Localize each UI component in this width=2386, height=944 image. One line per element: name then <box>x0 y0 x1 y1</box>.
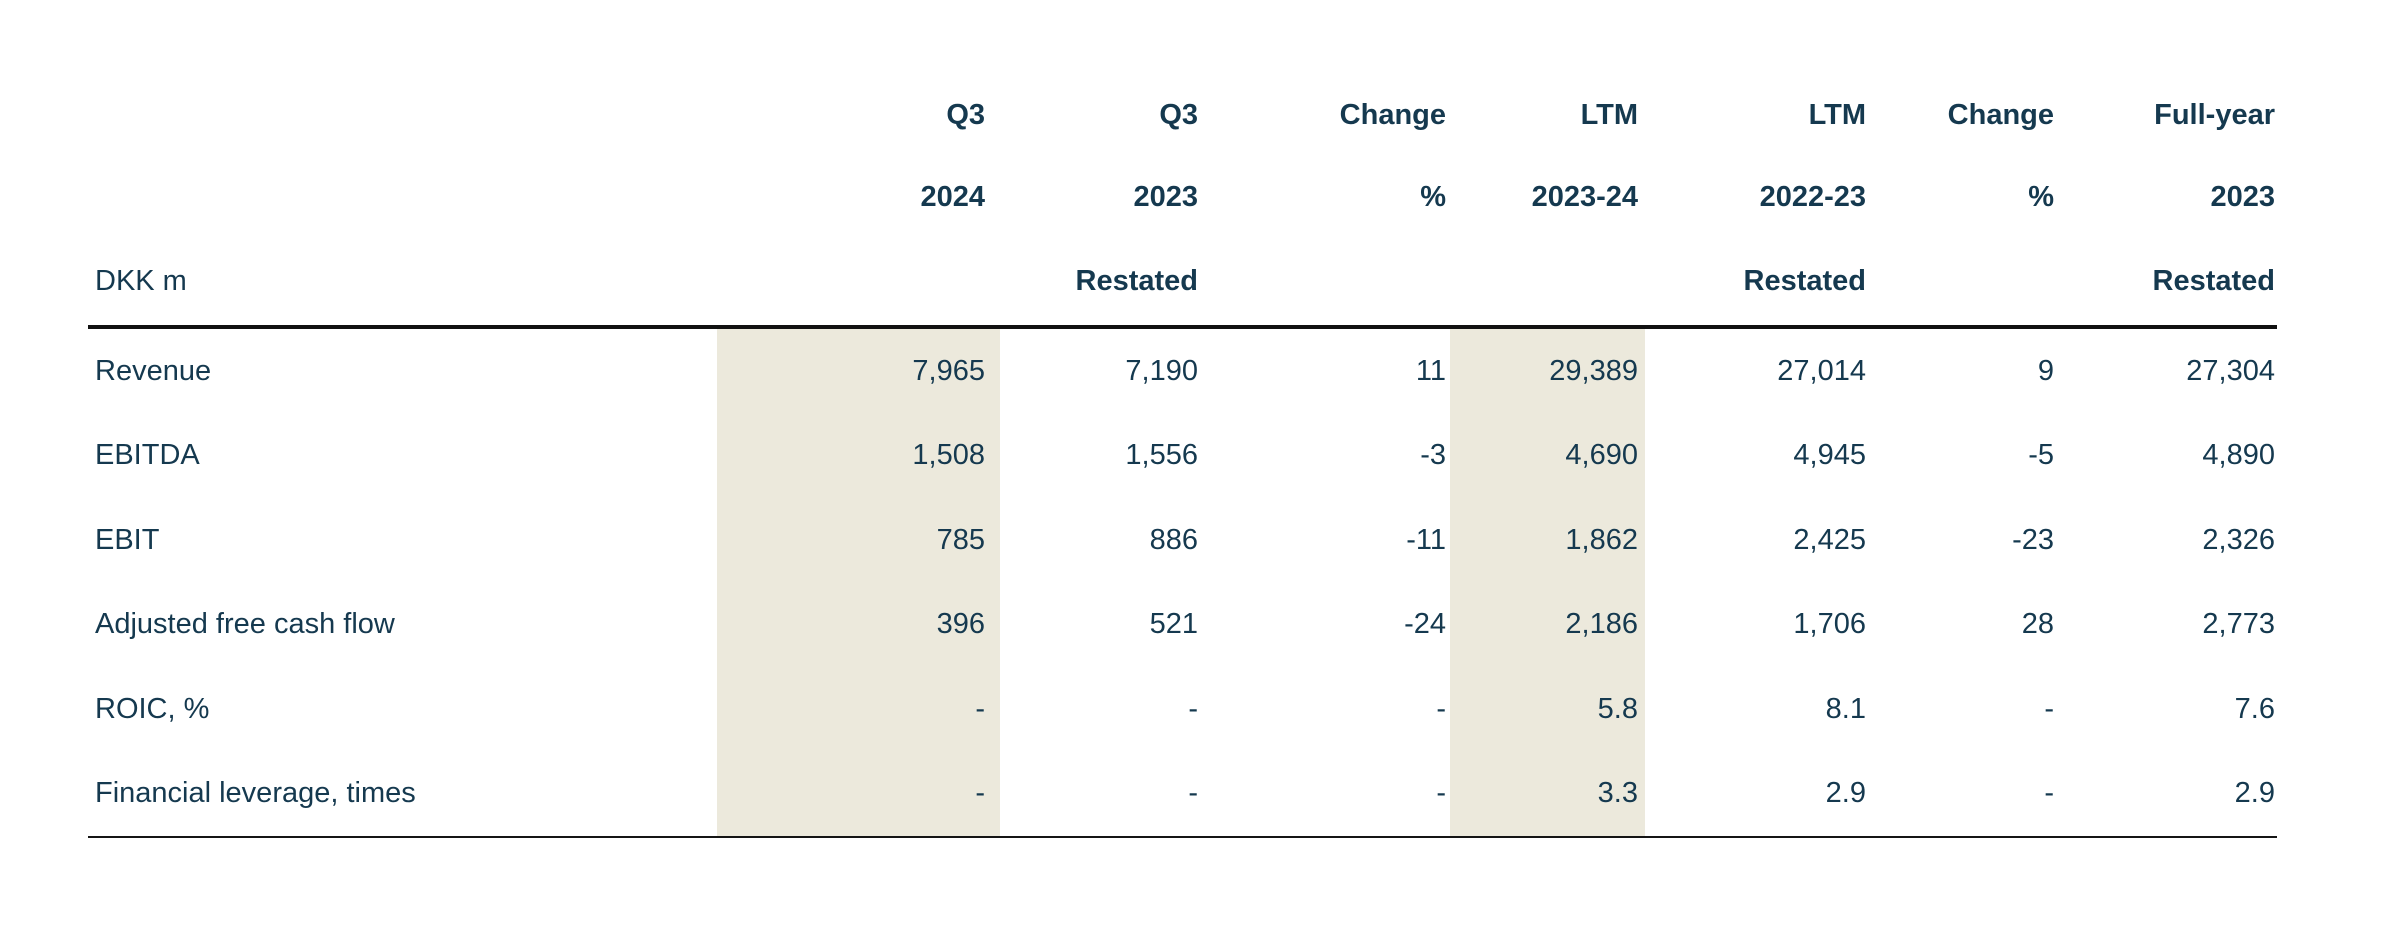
header-restated-blank-4 <box>1880 238 2062 327</box>
value-cell: - <box>1188 777 1198 810</box>
value-cell: 27,014 <box>1777 354 1866 387</box>
table-row-roic: ROIC, % - - - 5.8 8.1 - 7.6 <box>88 667 2277 752</box>
value-cell: 2,773 <box>2202 608 2275 641</box>
value-cell: -24 <box>1404 608 1446 641</box>
table-body: Revenue 7,965 7,190 11 29,389 27,014 9 2… <box>88 327 2277 837</box>
row-label: Financial leverage, times <box>95 777 416 810</box>
table-row-ebitda: EBITDA 1,508 1,556 -3 4,690 4,945 -5 4,8… <box>88 413 2277 498</box>
header-q3-2024: Q3 <box>946 98 985 131</box>
value-cell: 2.9 <box>1825 777 1866 810</box>
value-cell: -3 <box>1420 439 1446 472</box>
table-row-financial-leverage: Financial leverage, times - - - 3.3 2.9 … <box>88 751 2277 837</box>
header-restated-blank-2 <box>1212 238 1450 327</box>
value-cell: 1,706 <box>1793 608 1866 641</box>
value-cell: 11 <box>1415 354 1446 387</box>
value-cell: 8.1 <box>1825 692 1866 725</box>
header-ltm-2023-24: LTM <box>1580 98 1638 131</box>
value-cell: 3.3 <box>1450 751 1645 837</box>
value-cell: 29,389 <box>1450 327 1645 414</box>
value-cell: 2.9 <box>2234 777 2275 810</box>
row-label: EBITDA <box>95 439 200 472</box>
value-cell: - <box>1188 692 1198 725</box>
header-row-year: 2024 2023 % 2023-24 2022-23 % 2023 <box>88 156 2277 238</box>
header-full-year: Full-year <box>2154 98 2275 131</box>
table-row-adjusted-free-cash-flow: Adjusted free cash flow 396 521 -24 2,18… <box>88 582 2277 667</box>
value-cell: 7,965 <box>717 327 1000 414</box>
table-row-ebit: EBIT 785 886 -11 1,862 2,425 -23 2,326 <box>88 498 2277 583</box>
header-row-period: Q3 Q3 Change LTM LTM Change Full-year <box>88 74 2277 156</box>
header-restated-blank-3 <box>1450 238 1645 327</box>
value-cell: 521 <box>1149 608 1198 641</box>
header-year-fy2023: 2023 <box>2210 180 2275 213</box>
value-cell: -23 <box>2012 523 2054 556</box>
unit-label: DKK m <box>95 265 187 297</box>
header-year-2023: 2023 <box>1133 180 1198 213</box>
header-year-2023-24: 2023-24 <box>1531 180 1638 213</box>
header-pct-2: % <box>2028 180 2054 213</box>
value-cell: - <box>2044 777 2054 810</box>
header-change-1: Change <box>1339 98 1446 131</box>
header-change-2: Change <box>1947 98 2054 131</box>
value-cell: 4,890 <box>2202 439 2275 472</box>
value-cell: 1,508 <box>717 413 1000 498</box>
value-cell: 785 <box>717 498 1000 583</box>
value-cell: 886 <box>1149 523 1198 556</box>
table-row-revenue: Revenue 7,965 7,190 11 29,389 27,014 9 2… <box>88 327 2277 414</box>
header-restated-1: Restated <box>1075 265 1199 297</box>
value-cell: -5 <box>2028 439 2054 472</box>
value-cell: -11 <box>1406 523 1446 556</box>
value-cell: 7,190 <box>1125 354 1198 387</box>
value-cell: - <box>1436 777 1446 810</box>
value-cell: - <box>717 667 1000 752</box>
value-cell: 396 <box>717 582 1000 667</box>
row-label: ROIC, % <box>95 692 210 725</box>
header-empty-cell <box>88 74 717 156</box>
header-pct-1: % <box>1420 180 1446 213</box>
header-restated-blank-1 <box>717 238 1000 327</box>
header-q3-2023: Q3 <box>1159 98 1198 131</box>
row-label: Revenue <box>95 354 212 387</box>
value-cell: 2,186 <box>1450 582 1645 667</box>
row-label: Adjusted free cash flow <box>95 608 395 641</box>
table-header: Q3 Q3 Change LTM LTM Change Full-year 20… <box>88 74 2277 327</box>
header-empty-cell <box>88 156 717 238</box>
header-restated-3: Restated <box>2152 265 2276 297</box>
value-cell: 7.6 <box>2234 692 2275 725</box>
value-cell: 28 <box>2021 608 2054 641</box>
value-cell: 1,862 <box>1450 498 1645 583</box>
header-restated-2: Restated <box>1743 265 1867 297</box>
value-cell: - <box>717 751 1000 837</box>
header-ltm-2022-23: LTM <box>1808 98 1866 131</box>
value-cell: - <box>2044 692 2054 725</box>
key-figures-table-wrap: Q3 Q3 Change LTM LTM Change Full-year 20… <box>88 74 2277 838</box>
row-label: EBIT <box>95 523 160 556</box>
value-cell: 5.8 <box>1450 667 1645 752</box>
value-cell: 4,690 <box>1450 413 1645 498</box>
key-figures-table: Q3 Q3 Change LTM LTM Change Full-year 20… <box>88 74 2277 838</box>
header-year-2024: 2024 <box>920 180 985 213</box>
value-cell: 4,945 <box>1793 439 1866 472</box>
value-cell: 2,326 <box>2202 523 2275 556</box>
value-cell: 9 <box>2037 354 2054 387</box>
value-cell: 2,425 <box>1793 523 1866 556</box>
value-cell: 27,304 <box>2186 354 2275 387</box>
header-year-2022-23: 2022-23 <box>1759 180 1866 213</box>
value-cell: 1,556 <box>1125 439 1198 472</box>
value-cell: - <box>1436 692 1446 725</box>
header-row-restated: DKK m Restated Restated Restated <box>88 238 2277 327</box>
